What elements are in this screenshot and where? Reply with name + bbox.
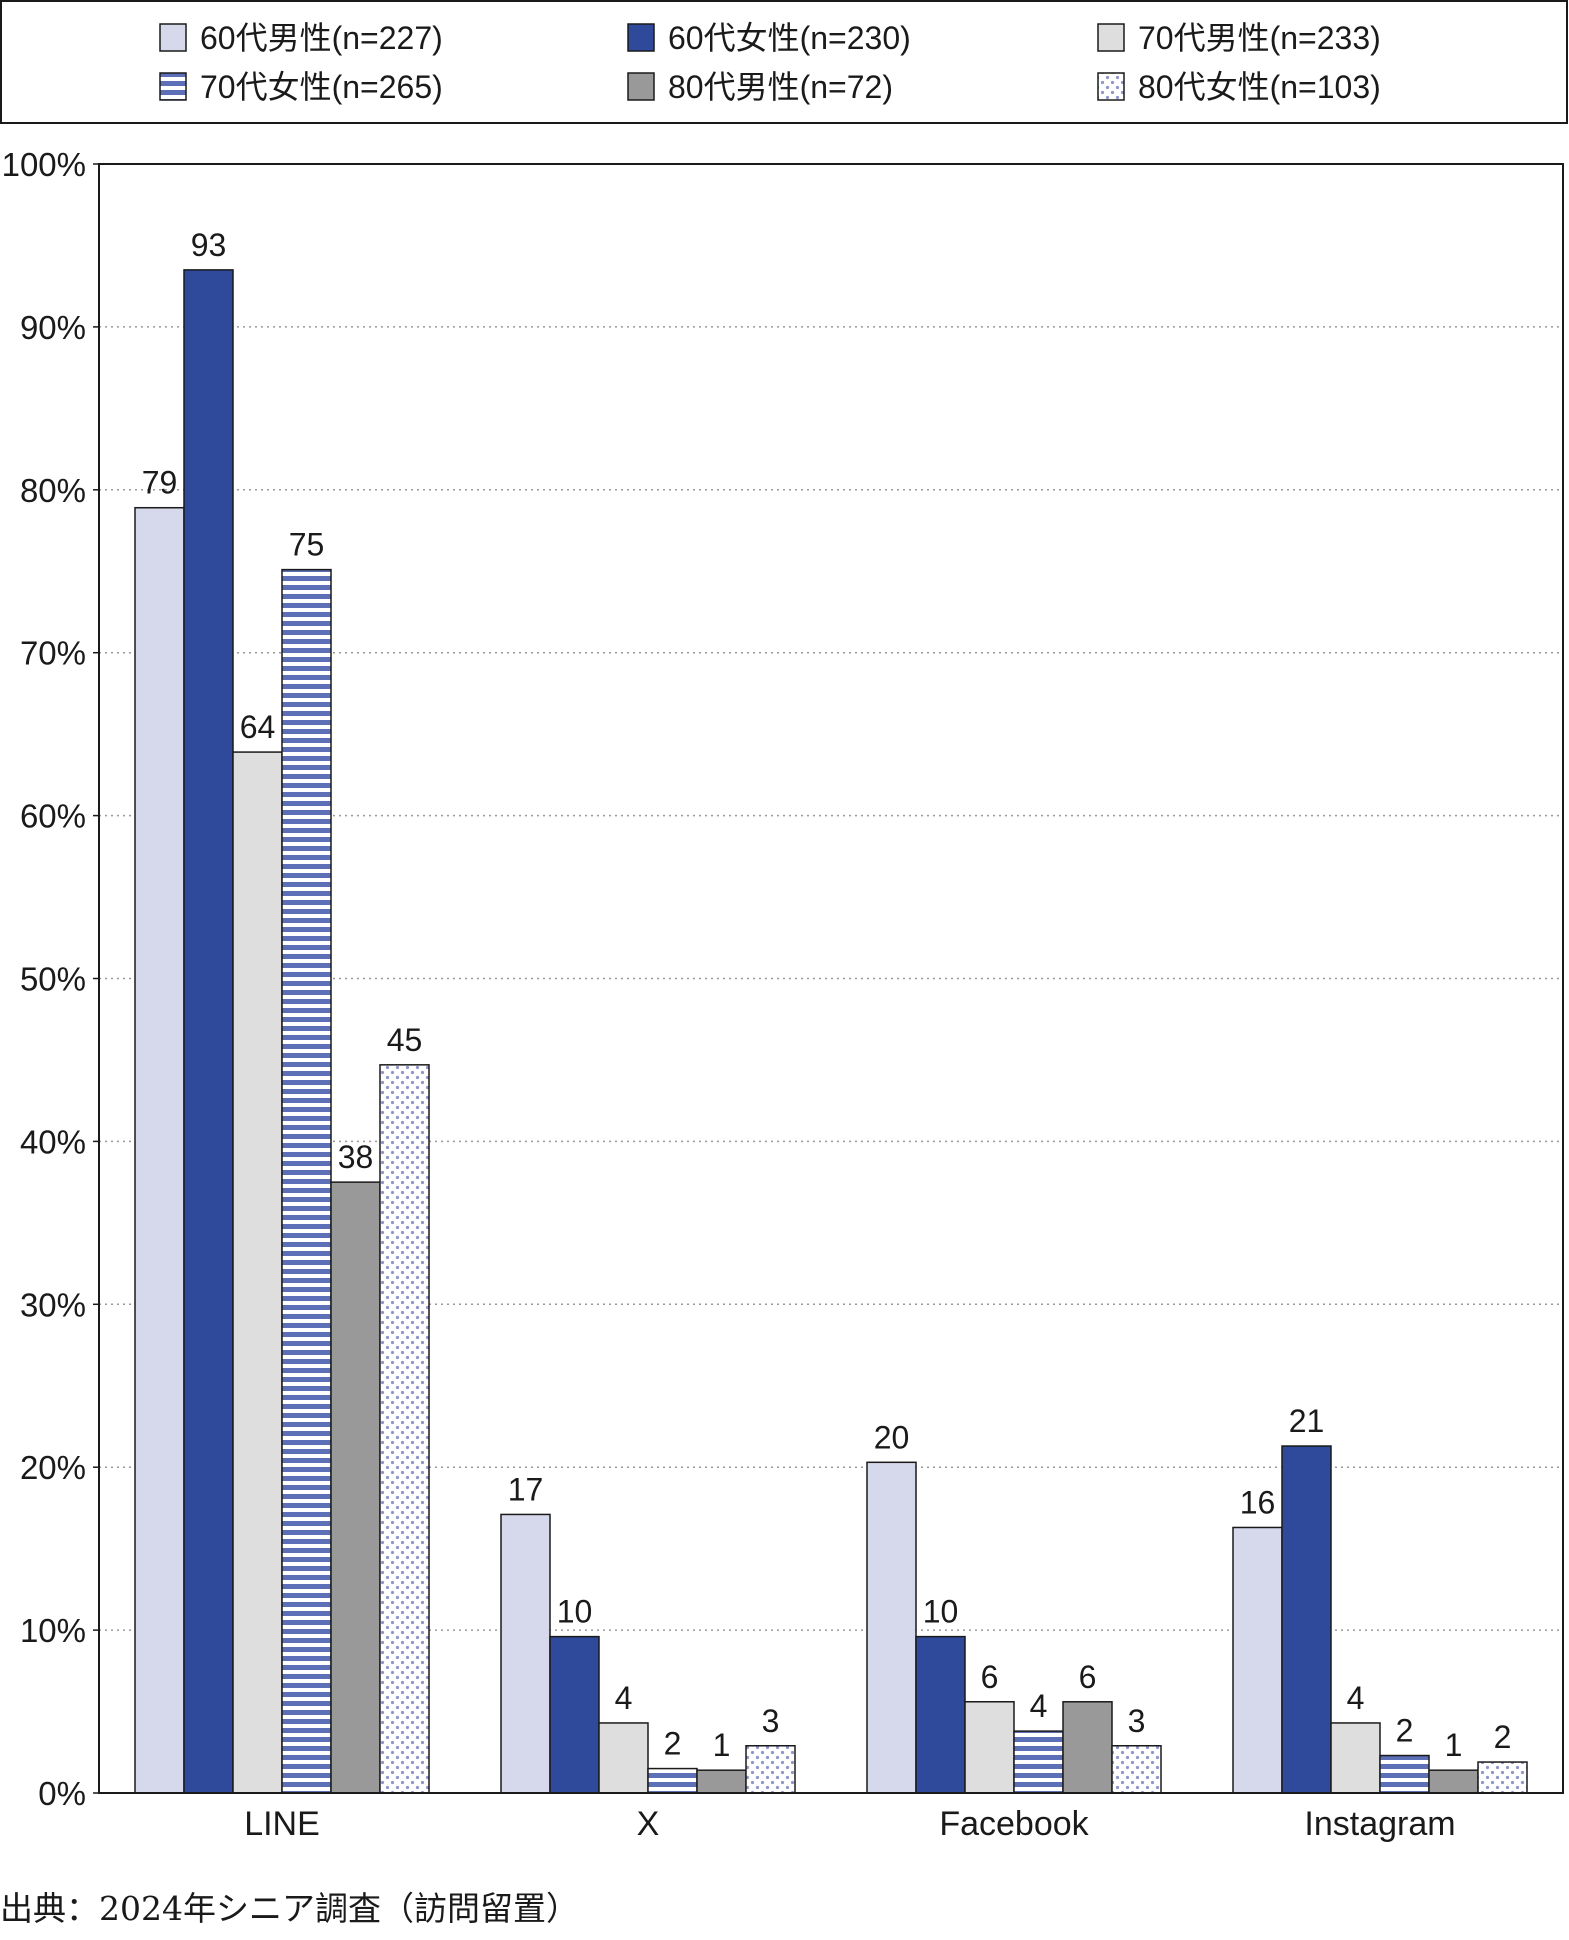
- data-label: 6: [981, 1659, 999, 1695]
- legend-swatch: [1097, 23, 1125, 52]
- data-label: 3: [762, 1703, 780, 1739]
- data-label: 6: [1079, 1659, 1097, 1695]
- data-label: 3: [1128, 1703, 1146, 1739]
- data-label: 1: [1445, 1727, 1463, 1763]
- data-label: 4: [615, 1680, 633, 1716]
- legend-entry: 60代女性(n=230): [668, 20, 911, 56]
- legend: 60代男性(n=227) 60代女性(n=230) 70代男性(n=233) 70代女…: [0, 0, 1568, 124]
- legend-entry: 80代男性(n=72): [668, 69, 893, 105]
- y-tick-label: 10%: [20, 1612, 86, 1649]
- data-label: 20: [874, 1419, 910, 1455]
- y-tick-label: 100%: [2, 146, 86, 183]
- bar: [281, 568, 332, 1794]
- y-tick-label: 40%: [20, 1123, 86, 1160]
- y-tick-label: 20%: [20, 1449, 86, 1486]
- x-tick-label: Instagram: [1304, 1805, 1455, 1843]
- bar: [330, 1181, 381, 1794]
- bars: [134, 269, 1528, 1794]
- legend-swatch: [159, 72, 187, 101]
- bar: [915, 1635, 966, 1794]
- data-label: 64: [240, 709, 276, 745]
- x-tick-label: Facebook: [939, 1805, 1089, 1843]
- data-label: 10: [923, 1594, 959, 1630]
- data-label: 21: [1289, 1403, 1325, 1439]
- source-note: 出典：2024年シニア調査（訪問留置）: [0, 1889, 579, 1928]
- legend-box: [0, 0, 1568, 124]
- bar: [598, 1722, 649, 1794]
- data-label: 79: [142, 465, 178, 501]
- data-label: 4: [1030, 1688, 1048, 1724]
- bar: [1062, 1701, 1113, 1794]
- bar: [1379, 1754, 1430, 1794]
- legend-entry: 70代男性(n=233): [1138, 20, 1381, 56]
- bar: [1477, 1761, 1528, 1794]
- bar: [1013, 1730, 1064, 1794]
- data-label: 17: [508, 1471, 544, 1507]
- data-label: 75: [289, 527, 325, 563]
- data-label: 1: [713, 1727, 731, 1763]
- data-label: 45: [387, 1022, 423, 1058]
- bar: [1428, 1769, 1479, 1794]
- y-tick-label: 90%: [20, 309, 86, 346]
- plot-area: [98, 163, 1564, 1794]
- data-label: 2: [1494, 1719, 1512, 1755]
- bar: [964, 1701, 1015, 1794]
- data-label: 10: [557, 1594, 593, 1630]
- legend-swatch: [1097, 72, 1125, 101]
- legend-entry: 80代女性(n=103): [1138, 69, 1381, 105]
- data-label: 93: [191, 227, 227, 263]
- bar: [379, 1064, 430, 1794]
- x-tick-label: X: [637, 1805, 660, 1843]
- legend-entry: 60代男性(n=227): [200, 20, 443, 56]
- data-label: 4: [1347, 1680, 1365, 1716]
- bar: [500, 1513, 551, 1794]
- axes: 0% 10% 20% 30% 40% 50% 60% 70% 80% 90% 100% LINE X Fa…: [2, 146, 1564, 1843]
- bar: [1330, 1722, 1381, 1794]
- bar: [696, 1769, 747, 1794]
- bar: [647, 1767, 698, 1794]
- bar: [1232, 1526, 1283, 1794]
- y-tick-label: 0%: [38, 1775, 86, 1812]
- y-tick-label: 30%: [20, 1286, 86, 1323]
- y-tick-label: 60%: [20, 798, 86, 835]
- bar: [549, 1635, 600, 1794]
- x-tick-label: LINE: [244, 1805, 320, 1843]
- bar: [1111, 1745, 1162, 1794]
- legend-swatch: [159, 23, 187, 52]
- data-label: 38: [338, 1139, 374, 1175]
- bar: [183, 269, 234, 1794]
- data-label: 2: [1396, 1713, 1414, 1749]
- data-label: 16: [1240, 1484, 1276, 1520]
- bar: [866, 1461, 917, 1794]
- legend-entry: 70代女性(n=265): [200, 69, 443, 105]
- legend-swatch: [627, 72, 655, 101]
- bar: [232, 751, 283, 1794]
- y-tick-label: 50%: [20, 961, 86, 998]
- y-tick-label: 70%: [20, 635, 86, 672]
- legend-swatch: [627, 23, 655, 52]
- bar: [745, 1745, 796, 1794]
- bar: [1281, 1445, 1332, 1794]
- data-label: 2: [664, 1726, 682, 1762]
- bar: [134, 506, 185, 1794]
- y-tick-label: 80%: [20, 472, 86, 509]
